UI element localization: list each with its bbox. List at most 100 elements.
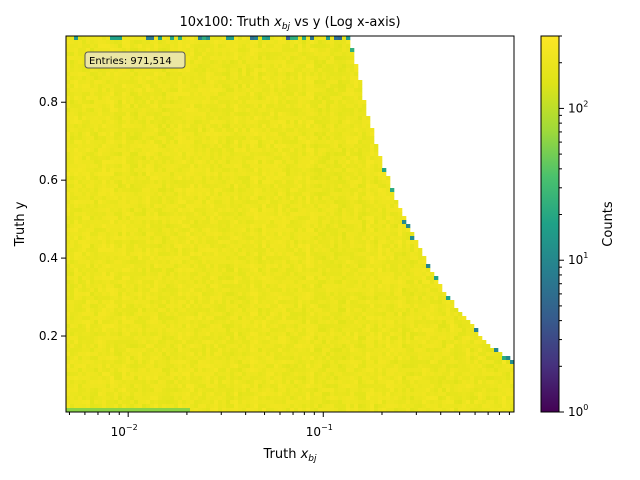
heatmap-cell (206, 108, 211, 113)
heatmap-cell (214, 280, 219, 285)
heatmap-cell (174, 384, 179, 389)
heatmap-cell (274, 84, 279, 89)
heatmap-cell (242, 196, 247, 201)
heatmap-cell (178, 360, 183, 365)
heatmap-cell (266, 164, 271, 169)
heatmap-cell (266, 248, 271, 253)
heatmap-cell (198, 408, 203, 413)
heatmap-cell (190, 292, 195, 297)
heatmap-cell (78, 184, 83, 189)
heatmap-cell (254, 128, 259, 133)
heatmap-cell (262, 388, 267, 393)
heatmap-cell (146, 192, 151, 197)
heatmap-cell (266, 264, 271, 269)
heatmap-cell (134, 312, 139, 317)
heatmap-cell (190, 184, 195, 189)
heatmap-cell (134, 260, 139, 265)
heatmap-cell (98, 256, 103, 261)
heatmap-cell (254, 68, 259, 73)
heatmap-cell (74, 152, 79, 157)
heatmap-cell (174, 376, 179, 381)
heatmap-cell (90, 116, 95, 121)
heatmap-cell (218, 184, 223, 189)
heatmap-cell (170, 132, 175, 137)
heatmap-cell (210, 368, 215, 373)
heatmap-cell (174, 268, 179, 273)
heatmap-cell (118, 148, 123, 153)
heatmap-cell (82, 96, 87, 101)
heatmap-cell (234, 368, 239, 373)
heatmap-cell (74, 112, 79, 117)
heatmap-cell (210, 196, 215, 201)
heatmap-cell (162, 156, 167, 161)
heatmap-cell (238, 116, 243, 121)
heatmap-cell (138, 368, 143, 373)
heatmap-cell (210, 280, 215, 285)
heatmap-cell (66, 360, 71, 365)
heatmap-cell (202, 124, 207, 129)
heatmap-cell (122, 100, 127, 105)
heatmap-cell (170, 376, 175, 381)
heatmap-cell (222, 308, 227, 313)
heatmap-cell (138, 128, 143, 133)
heatmap-cell (258, 36, 263, 41)
heatmap-cell (238, 204, 243, 209)
heatmap-cell (262, 272, 267, 277)
heatmap-cell (258, 208, 263, 213)
heatmap-cell (122, 260, 127, 265)
heatmap-cell (178, 36, 183, 41)
heatmap-cell (266, 268, 271, 273)
heatmap-cell (262, 104, 267, 109)
heatmap-cell (146, 100, 151, 105)
heatmap-cell (266, 360, 271, 365)
heatmap-cell (182, 320, 187, 325)
heatmap-cell (246, 152, 251, 157)
heatmap-cell (202, 272, 207, 277)
heatmap-cell (234, 388, 239, 393)
heatmap-cell (110, 48, 115, 53)
heatmap-cell (190, 256, 195, 261)
heatmap-cell (218, 100, 223, 105)
heatmap-cell (194, 300, 199, 305)
heatmap-cell (202, 228, 207, 233)
heatmap-cell (186, 404, 191, 409)
heatmap-cell (206, 164, 211, 169)
heatmap-cell (274, 360, 279, 365)
heatmap-cell (98, 76, 103, 81)
heatmap-cell (182, 400, 187, 405)
heatmap-cell (114, 192, 119, 197)
heatmap-cell (82, 72, 87, 77)
heatmap-cell (214, 268, 219, 273)
heatmap-cell (118, 252, 123, 257)
heatmap-cell (198, 180, 203, 185)
heatmap-cell (146, 276, 151, 281)
heatmap-cell (70, 36, 75, 41)
heatmap-cell (230, 392, 235, 397)
heatmap-cell (274, 376, 279, 381)
heatmap-cell (198, 36, 203, 41)
heatmap-cell (90, 392, 95, 397)
heatmap-cell (270, 224, 275, 229)
heatmap-cell (90, 288, 95, 293)
heatmap-cell (66, 76, 71, 81)
heatmap-cell (78, 372, 83, 377)
heatmap-cell (246, 64, 251, 69)
heatmap-cell (110, 272, 115, 277)
heatmap-cell (222, 320, 227, 325)
heatmap-cell (170, 392, 175, 397)
heatmap-cell (110, 160, 115, 165)
heatmap-cell (142, 120, 147, 125)
heatmap-cell (230, 244, 235, 249)
heatmap-cell (266, 136, 271, 141)
heatmap-cell (202, 356, 207, 361)
heatmap-cell (98, 128, 103, 133)
heatmap-cell (166, 40, 171, 45)
heatmap-cell (126, 92, 131, 97)
heatmap-cell (250, 96, 255, 101)
heatmap-cell (86, 328, 91, 333)
heatmap-cell (142, 400, 147, 405)
heatmap-cell (182, 312, 187, 317)
heatmap-cell (214, 396, 219, 401)
heatmap-cell (274, 56, 279, 61)
heatmap-cell (106, 200, 111, 205)
